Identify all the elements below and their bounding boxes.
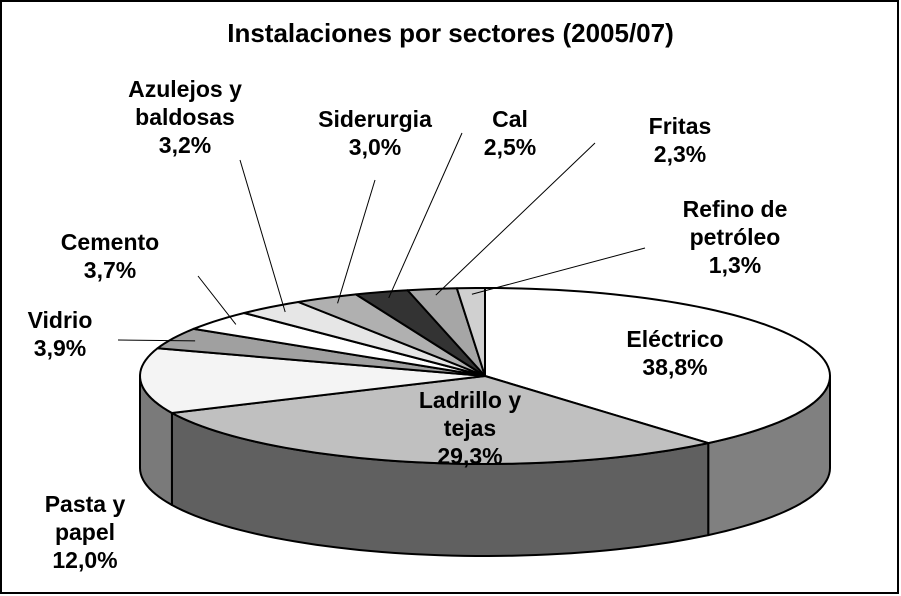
label-category: Pasta y papel: [44, 491, 126, 545]
label-value: 1,3%: [708, 252, 762, 278]
label-value: 3,9%: [33, 335, 87, 361]
label-value: 3,2%: [158, 132, 212, 158]
label-value: 2,5%: [483, 134, 537, 160]
data-label: Fritas 2,3%: [620, 112, 740, 168]
data-label: Siderurgia 3,0%: [290, 105, 460, 161]
slice: [484, 287, 831, 445]
data-label: Refino de petróleo 1,3%: [640, 195, 830, 279]
label-value: 3,7%: [83, 257, 137, 283]
slice: [156, 327, 486, 377]
leader-line: [388, 132, 463, 299]
slice: [455, 287, 486, 377]
data-label: Cal 2,5%: [470, 105, 550, 161]
leader-line: [117, 339, 196, 342]
label-category: Vidrio: [27, 307, 93, 333]
slice: [192, 311, 486, 377]
data-label: Azulejos y baldosas 3,2%: [95, 75, 275, 159]
leader-line: [435, 142, 596, 296]
leader-line: [471, 247, 646, 295]
data-label: Pasta y papel 12,0%: [15, 490, 155, 574]
slice: [297, 293, 486, 377]
data-label: Eléctrico 38,8%: [575, 325, 775, 381]
data-label: Cemento 3,7%: [30, 228, 190, 284]
label-value: 12,0%: [52, 547, 118, 573]
label-category: Cal: [492, 106, 528, 132]
leader-line: [197, 275, 237, 325]
leader-line: [337, 179, 376, 304]
slice: [243, 300, 486, 377]
label-value: 29,3%: [437, 443, 503, 469]
slice: [406, 287, 486, 377]
label-value: 38,8%: [642, 354, 708, 380]
label-category: Cemento: [60, 229, 160, 255]
label-category: Eléctrico: [626, 326, 724, 352]
slice: [139, 347, 486, 414]
label-category: Fritas: [648, 113, 712, 139]
slice: [354, 289, 486, 377]
leader-line: [239, 159, 286, 313]
data-label: Vidrio 3,9%: [0, 306, 120, 362]
chart-title: Instalaciones por sectores (2005/07): [227, 18, 674, 48]
label-value: 3,0%: [348, 134, 402, 160]
label-value: 2,3%: [653, 141, 707, 167]
data-label: Ladrillo y tejas 29,3%: [395, 386, 545, 470]
label-category: Siderurgia: [318, 106, 432, 132]
label-category: Refino de petróleo: [682, 196, 788, 250]
label-category: Ladrillo y tejas: [418, 387, 522, 441]
label-category: Azulejos y baldosas: [128, 76, 242, 130]
